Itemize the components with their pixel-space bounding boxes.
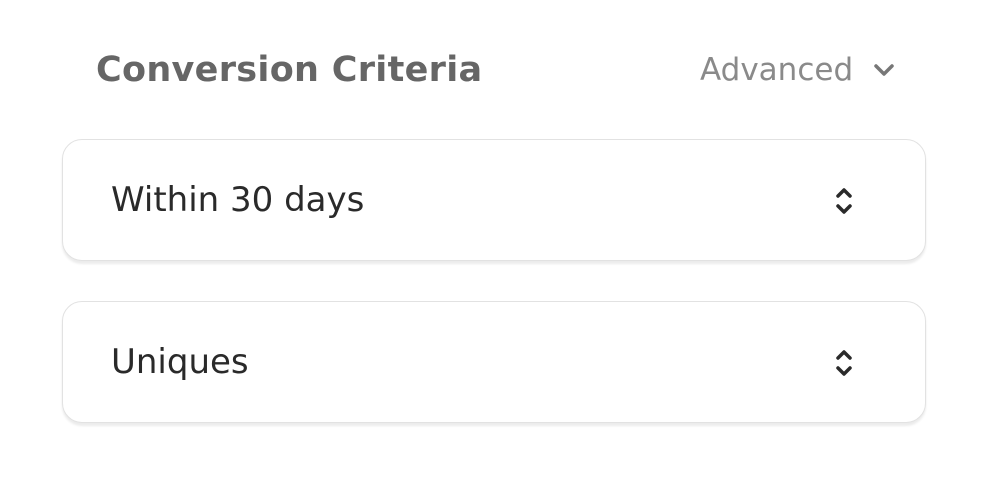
chevron-down-icon (874, 64, 894, 76)
up-down-chevron-icon (836, 350, 852, 376)
conversion-window-value: Within 30 days (111, 180, 365, 220)
advanced-label: Advanced (700, 52, 854, 88)
counting-method-select[interactable]: Uniques (62, 301, 926, 423)
up-down-chevron-icon (836, 188, 852, 214)
conversion-window-select[interactable]: Within 30 days (62, 139, 926, 261)
counting-method-value: Uniques (111, 342, 249, 382)
section-title: Conversion Criteria (96, 50, 483, 90)
advanced-toggle[interactable]: Advanced (700, 52, 895, 88)
